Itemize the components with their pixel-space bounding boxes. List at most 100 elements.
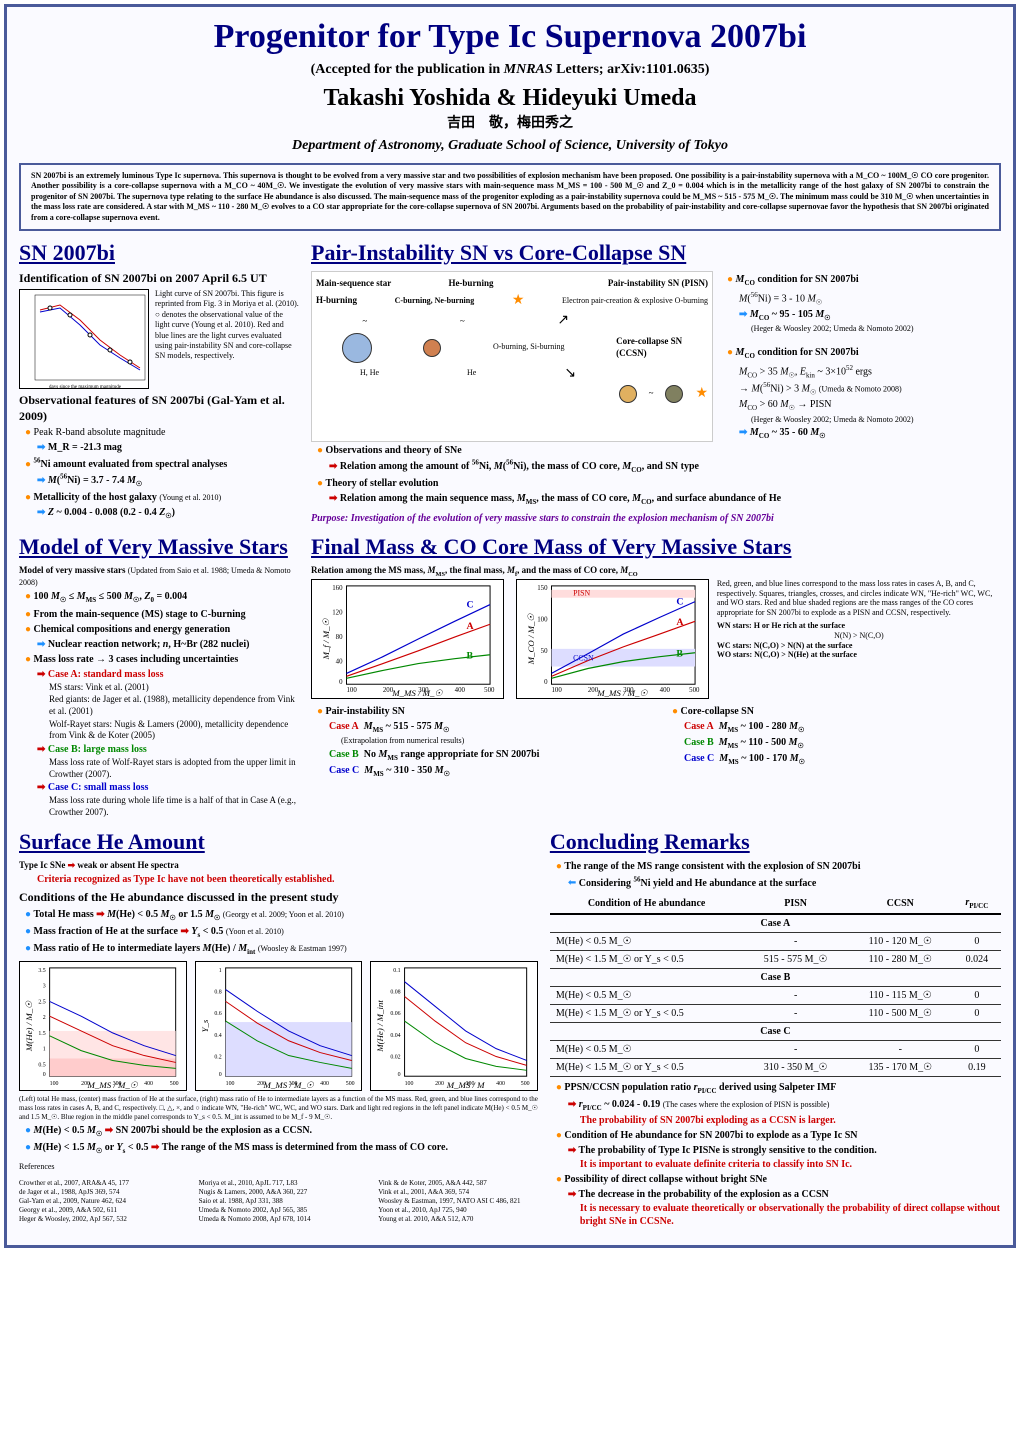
surface-he-title: Surface He Amount bbox=[19, 828, 538, 857]
poster-authors: Takashi Yoshida & Hideyuki Umeda bbox=[19, 83, 1001, 114]
cond3: Mass ratio of He to intermediate layers … bbox=[25, 942, 538, 957]
th-ratio: rPI/CC bbox=[953, 894, 1001, 914]
svg-text:400: 400 bbox=[660, 687, 671, 694]
section-model: Model of Very Massive Stars Model of ver… bbox=[19, 533, 299, 820]
ref-item: Umeda & Nomoto 2008, ApJ 678, 1014 bbox=[199, 1215, 359, 1224]
table-row: M(He) < 0.5 M_☉-110 - 120 M_☉0 bbox=[550, 932, 1001, 950]
svg-text:C: C bbox=[466, 600, 473, 611]
obs-features-head: Observational features of SN 2007bi (Gal… bbox=[19, 393, 299, 424]
svg-text:M(He) / M_int: M(He) / M_int bbox=[375, 1000, 385, 1053]
model-caseB: Case B: large mass loss bbox=[37, 743, 299, 756]
diag-cne: C-burning, Ne-burning bbox=[395, 296, 475, 306]
svg-text:200: 200 bbox=[257, 1081, 266, 1087]
chart-ys: Y_s M_MS / M_☉ 1 0.8 0.6 0.4 0.2 0 10020… bbox=[195, 961, 363, 1091]
svg-text:B: B bbox=[466, 651, 473, 662]
model-mloss: Mass loss rate → 3 cases including uncer… bbox=[25, 653, 299, 666]
svg-text:400: 400 bbox=[144, 1081, 153, 1087]
svg-text:500: 500 bbox=[345, 1081, 354, 1087]
model-caseC: Case C: small mass loss bbox=[37, 781, 299, 794]
caseA-wr: Wolf-Rayet stars: Nugis & Lamers (2000),… bbox=[49, 719, 299, 742]
table-cell: - bbox=[743, 986, 848, 1004]
co-conditions: MCO condition for SN 2007bi M(56Ni) = 3 … bbox=[721, 271, 1001, 442]
table-cell: M(He) < 1.5 M_☉ or Y_s < 0.5 bbox=[550, 1004, 743, 1022]
svg-text:100: 100 bbox=[50, 1081, 59, 1087]
he-concl1: M(He) < 0.5 M☉ SN 2007bi should be the e… bbox=[25, 1124, 538, 1139]
pisn-caseA: Case A MMS ~ 515 - 575 M☉ bbox=[329, 720, 646, 735]
star-icon-2: ★ bbox=[695, 385, 708, 403]
rel1: Relation among the amount of 56Ni, M(56N… bbox=[329, 459, 1001, 475]
svg-text:C: C bbox=[676, 597, 683, 608]
svg-text:B: B bbox=[676, 649, 683, 660]
he-concl2: M(He) < 1.5 M☉ or Ys < 0.5 The range of … bbox=[25, 1141, 538, 1156]
concl-c3-sub: The probability of Type Ic PISNe is stro… bbox=[568, 1144, 1001, 1157]
section-concluding: Concluding Remarks The range of the MS r… bbox=[550, 828, 1001, 1229]
ref-item: Yoon et al., 2010, ApJ 725, 940 bbox=[378, 1206, 538, 1215]
diag-ms: Main-sequence star bbox=[316, 278, 391, 290]
cond-head: Conditions of the He abundance discussed… bbox=[19, 890, 538, 906]
svg-text:0.2: 0.2 bbox=[214, 1054, 221, 1060]
peak-r-head: Peak R-band absolute magnitude bbox=[25, 426, 299, 439]
svg-text:Y_s: Y_s bbox=[200, 1019, 210, 1032]
caseC-note: Mass loss rate during whole life time is… bbox=[49, 795, 299, 818]
purpose: Purpose: Investigation of the evolution … bbox=[311, 512, 1001, 525]
table-row: M(He) < 1.5 M_☉ or Y_s < 0.5310 - 350 M_… bbox=[550, 1058, 1001, 1076]
th-pisn: PISN bbox=[743, 894, 848, 914]
svg-text:0.4: 0.4 bbox=[214, 1033, 221, 1039]
ccsn-caseB: Case B MMS ~ 110 - 500 M☉ bbox=[684, 736, 1001, 751]
svg-text:200: 200 bbox=[435, 1081, 444, 1087]
pisn-ccsn-title: Pair-Instability SN vs Core-Collapse SN bbox=[311, 239, 1001, 268]
diag-he-lbl: He bbox=[467, 368, 476, 378]
svg-text:300: 300 bbox=[288, 1081, 297, 1087]
concl-c2-concl: The probability of SN 2007bi exploding a… bbox=[580, 1114, 1001, 1127]
svg-text:500: 500 bbox=[689, 687, 700, 694]
section-finalmass: Final Mass & CO Core Mass of Very Massiv… bbox=[311, 533, 1001, 820]
he-charts-caption: (Left) total He mass, (center) mass frac… bbox=[19, 1095, 538, 1122]
svg-text:200: 200 bbox=[383, 687, 394, 694]
th-ccsn: CCSN bbox=[848, 894, 953, 914]
obs-theory: Observations and theory of SNe bbox=[317, 444, 1001, 457]
svg-text:0.06: 0.06 bbox=[391, 1011, 401, 1017]
chart-mhe-mint: M(He) / M_int M_MS / M 0.1 0.08 0.06 0.0… bbox=[370, 961, 538, 1091]
svg-text:A: A bbox=[676, 617, 684, 628]
svg-text:300: 300 bbox=[466, 1081, 475, 1087]
cond-ccsn-3: MCO > 60 M☉ → PISN bbox=[739, 398, 1001, 413]
theory-evo: Theory of stellar evolution bbox=[317, 477, 1001, 490]
svg-text:0: 0 bbox=[544, 679, 548, 686]
pisn-caseC: Case C MMS ~ 310 - 350 M☉ bbox=[329, 764, 646, 779]
concl-c4: Possibility of direct collapse without b… bbox=[556, 1173, 1001, 1186]
svg-text:0: 0 bbox=[398, 1072, 401, 1078]
finalmass-head: Relation among the MS mass, MMS, the fin… bbox=[311, 565, 1001, 579]
ref-item: Nugis & Lamers, 2000, A&A 360, 227 bbox=[199, 1188, 359, 1197]
model-caseA: Case A: standard mass loss bbox=[37, 668, 299, 681]
poster-title: Progenitor for Type Ic Supernova 2007bi bbox=[19, 15, 1001, 59]
svg-text:100: 100 bbox=[551, 687, 562, 694]
svg-text:2: 2 bbox=[43, 1015, 46, 1021]
row-top: SN 2007bi Identification of SN 2007bi on… bbox=[19, 239, 1001, 525]
section-pisn-ccsn: Pair-Instability SN vs Core-Collapse SN … bbox=[311, 239, 1001, 525]
table-cell: 0.19 bbox=[953, 1058, 1001, 1076]
diag-hhe: H, He bbox=[360, 368, 379, 378]
ccsn-results-head: Core-collapse SN bbox=[672, 705, 1001, 718]
svg-text:1.5: 1.5 bbox=[38, 1031, 45, 1037]
cond-ccsn-2: → M(56Ni) > 3 M☉ (Umeda & Nomoto 2008) bbox=[739, 381, 1001, 397]
chart-mf: M_f / M_☉ M_MS / M_☉ 160 120 80 40 0 100… bbox=[311, 579, 504, 699]
table-cell: 110 - 280 M_☉ bbox=[848, 950, 953, 968]
lightcurve-caption: Light curve of SN 2007bi. This figure is… bbox=[155, 289, 299, 389]
svg-text:200: 200 bbox=[588, 687, 599, 694]
table-cell: 515 - 575 M_☉ bbox=[743, 950, 848, 968]
model-head: Model of very massive stars (Updated fro… bbox=[19, 565, 299, 588]
ref-item: Young et al. 2010, A&A 512, A70 bbox=[378, 1215, 538, 1224]
table-cell: - bbox=[743, 932, 848, 950]
table-cell: 0 bbox=[953, 932, 1001, 950]
table-row: Case C bbox=[550, 1022, 1001, 1040]
table-row: M(He) < 0.5 M_☉-110 - 115 M_☉0 bbox=[550, 986, 1001, 1004]
svg-text:500: 500 bbox=[484, 687, 495, 694]
svg-text:500: 500 bbox=[521, 1081, 530, 1087]
table-row: M(He) < 1.5 M_☉ or Y_s < 0.5-110 - 500 M… bbox=[550, 1004, 1001, 1022]
table-cell: M(He) < 1.5 M_☉ or Y_s < 0.5 bbox=[550, 1058, 743, 1076]
circ-co bbox=[619, 385, 637, 403]
ref-item: Georgy et al., 2009, A&A 502, 611 bbox=[19, 1206, 179, 1215]
ref-item: Crowther et al., 2007, ARA&A 45, 177 bbox=[19, 1179, 179, 1188]
peak-r-val: M_R = -21.3 mag bbox=[37, 441, 299, 454]
ref-item: Saio et al. 1988, ApJ 331, 388 bbox=[199, 1197, 359, 1206]
